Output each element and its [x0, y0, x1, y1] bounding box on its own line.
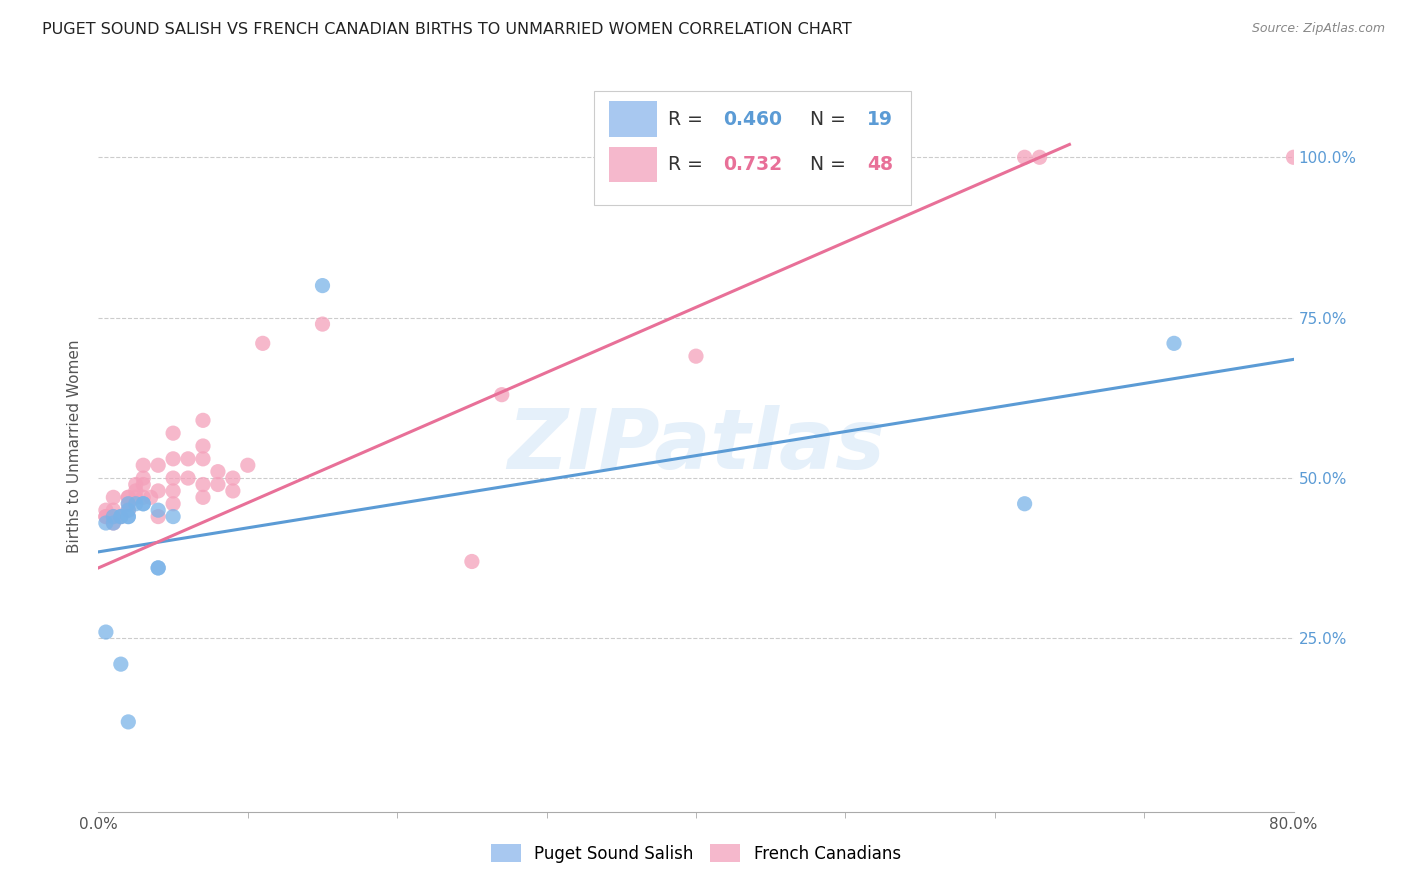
Point — [117, 491, 139, 505]
Point — [148, 509, 170, 524]
Point — [1163, 336, 1185, 351]
Point — [132, 491, 155, 505]
Point — [125, 483, 148, 498]
Point — [1014, 150, 1036, 164]
Point — [148, 503, 170, 517]
Point — [132, 497, 155, 511]
Point — [125, 491, 148, 505]
Y-axis label: Births to Unmarried Women: Births to Unmarried Women — [67, 339, 83, 553]
Point — [94, 509, 117, 524]
Point — [117, 714, 139, 729]
Point — [132, 497, 155, 511]
Point — [191, 477, 214, 491]
Text: ZIPatlas: ZIPatlas — [508, 406, 884, 486]
Point — [103, 509, 125, 524]
Point — [117, 497, 139, 511]
Point — [191, 439, 214, 453]
Point — [132, 477, 155, 491]
Text: N =: N = — [797, 155, 852, 174]
Text: 0.732: 0.732 — [724, 155, 783, 174]
Point — [103, 503, 125, 517]
Point — [252, 336, 274, 351]
Text: N =: N = — [797, 110, 852, 128]
Point — [162, 497, 184, 511]
Point — [162, 483, 184, 498]
Point — [117, 509, 139, 524]
Text: R =: R = — [668, 110, 710, 128]
Point — [1028, 150, 1050, 164]
Point — [94, 516, 117, 530]
Text: R =: R = — [668, 155, 710, 174]
Point — [94, 625, 117, 640]
Point — [1014, 497, 1036, 511]
Point — [110, 509, 132, 524]
Point — [461, 554, 484, 568]
Point — [139, 491, 162, 505]
Point — [177, 471, 200, 485]
Point — [162, 451, 184, 466]
Text: 0.460: 0.460 — [724, 110, 783, 128]
Point — [117, 509, 139, 524]
Point — [207, 477, 229, 491]
Point — [191, 413, 214, 427]
Point — [94, 503, 117, 517]
Point — [162, 426, 184, 441]
Point — [311, 317, 333, 331]
Point — [132, 458, 155, 473]
Point — [103, 509, 125, 524]
Text: 19: 19 — [868, 110, 893, 128]
Point — [311, 278, 333, 293]
Point — [222, 471, 245, 485]
Point — [491, 387, 513, 401]
Point — [162, 509, 184, 524]
Point — [148, 561, 170, 575]
Point — [236, 458, 259, 473]
Point — [110, 509, 132, 524]
Point — [177, 451, 200, 466]
Point — [125, 477, 148, 491]
Point — [162, 471, 184, 485]
Point — [103, 516, 125, 530]
Text: Source: ZipAtlas.com: Source: ZipAtlas.com — [1251, 22, 1385, 36]
Point — [117, 503, 139, 517]
Text: PUGET SOUND SALISH VS FRENCH CANADIAN BIRTHS TO UNMARRIED WOMEN CORRELATION CHAR: PUGET SOUND SALISH VS FRENCH CANADIAN BI… — [42, 22, 852, 37]
Legend: Puget Sound Salish, French Canadians: Puget Sound Salish, French Canadians — [485, 838, 907, 869]
Point — [110, 509, 132, 524]
Point — [110, 657, 132, 672]
Point — [132, 471, 155, 485]
Point — [148, 483, 170, 498]
Point — [685, 349, 707, 363]
Point — [1282, 150, 1305, 164]
Point — [125, 497, 148, 511]
Point — [148, 561, 170, 575]
Point — [222, 483, 245, 498]
Point — [103, 516, 125, 530]
Point — [191, 491, 214, 505]
Point — [117, 497, 139, 511]
Point — [117, 491, 139, 505]
Point — [148, 458, 170, 473]
Point — [94, 509, 117, 524]
Point — [207, 465, 229, 479]
FancyBboxPatch shape — [609, 147, 657, 182]
FancyBboxPatch shape — [595, 91, 911, 204]
Point — [191, 451, 214, 466]
Text: 48: 48 — [868, 155, 893, 174]
Point — [117, 503, 139, 517]
Point — [103, 491, 125, 505]
FancyBboxPatch shape — [609, 102, 657, 136]
